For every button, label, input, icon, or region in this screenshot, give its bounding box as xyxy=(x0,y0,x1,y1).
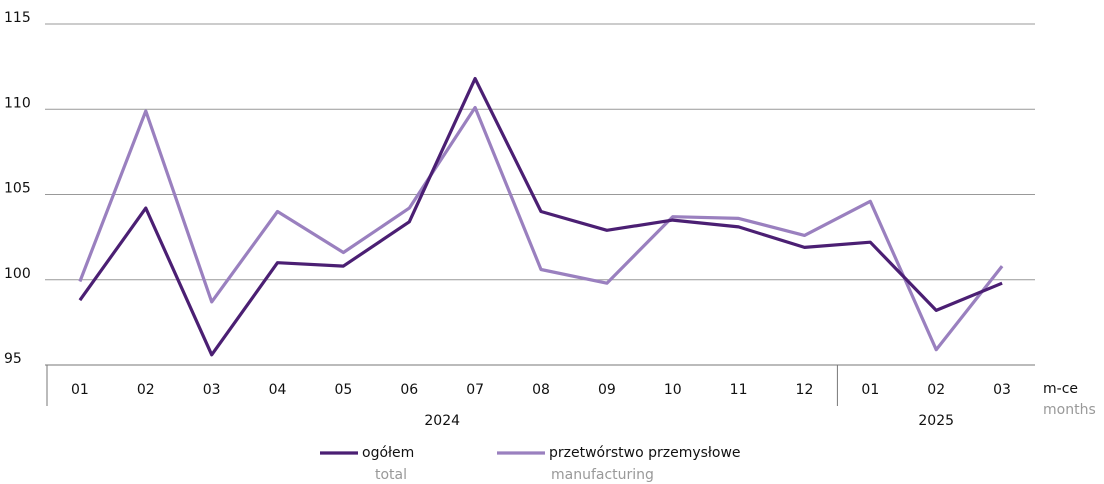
x-tick-label: 05 xyxy=(334,382,352,398)
series-line xyxy=(78,105,1004,352)
x-tick-label: 01 xyxy=(71,382,89,398)
x-axis-label-en: months xyxy=(1043,402,1096,418)
y-tick-label: 105 xyxy=(4,181,31,197)
x-tick-label: 01 xyxy=(861,382,879,398)
legend-label: przetwórstwo przemysłowe xyxy=(549,445,741,461)
x-tick-label: 06 xyxy=(400,382,418,398)
x-group-label: 2024 xyxy=(424,413,460,429)
series-line xyxy=(78,77,1003,357)
x-tick-label: 08 xyxy=(532,382,550,398)
x-tick-label: 11 xyxy=(730,382,748,398)
x-tick-label: 04 xyxy=(269,382,287,398)
y-tick-label: 100 xyxy=(4,266,31,282)
legend-label-en: manufacturing xyxy=(551,467,654,483)
x-tick-label: 07 xyxy=(466,382,484,398)
x-tick-label: 10 xyxy=(664,382,682,398)
y-tick-label: 115 xyxy=(4,10,31,26)
x-group-label: 2025 xyxy=(918,413,954,429)
y-tick-label: 110 xyxy=(4,95,31,111)
x-tick-label: 02 xyxy=(137,382,155,398)
legend-label-en: total xyxy=(375,467,407,483)
x-axis-label: m-ce xyxy=(1043,381,1078,397)
legend-label: ogółem xyxy=(362,445,414,461)
y-tick-label: 95 xyxy=(4,351,22,367)
x-tick-label: 02 xyxy=(927,382,945,398)
x-tick-label: 12 xyxy=(796,382,814,398)
x-tick-label: 09 xyxy=(598,382,616,398)
x-tick-label: 03 xyxy=(203,382,221,398)
x-tick-label: 03 xyxy=(993,382,1011,398)
